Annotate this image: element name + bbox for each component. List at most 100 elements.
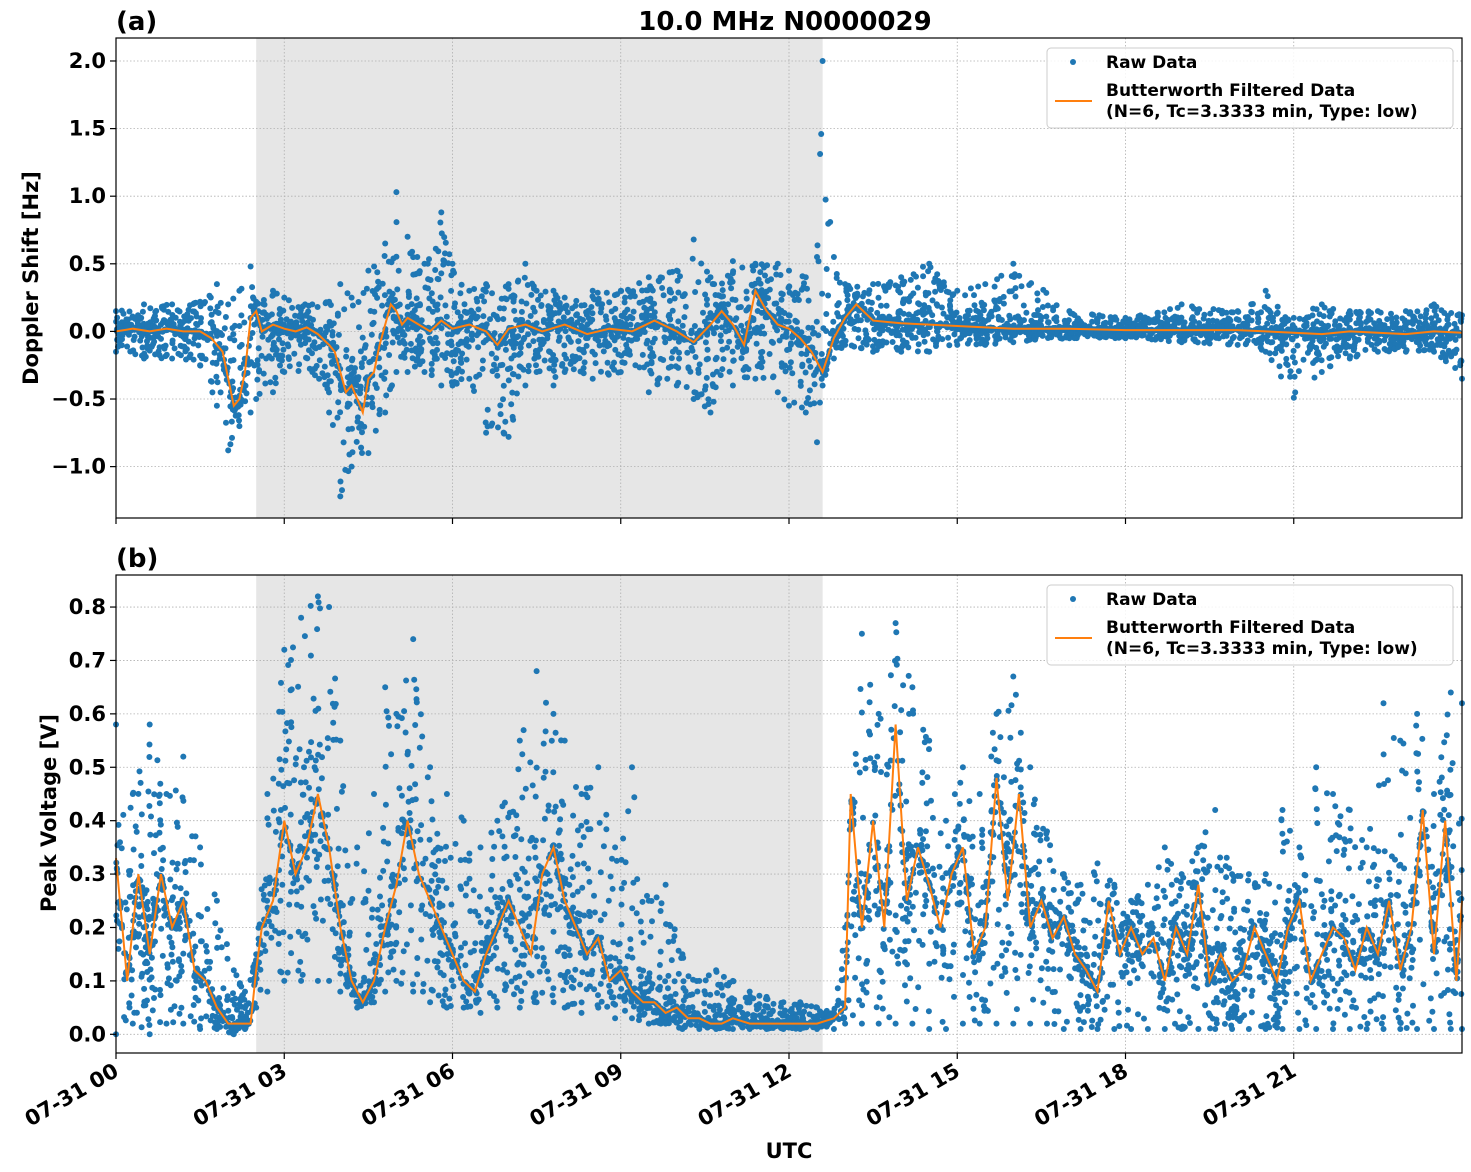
raw-point-a [345,400,351,407]
raw-point-a [726,338,733,345]
raw-point-a [250,294,256,301]
raw-point-a [605,371,612,378]
raw-peak-a [707,274,714,281]
raw-point-a [1388,310,1394,317]
raw-point-a [1276,343,1283,350]
raw-point-a [324,326,331,333]
raw-point-a [358,360,365,367]
raw-point-a [163,351,170,358]
raw-point-a [487,316,493,323]
raw-point-a [654,381,661,388]
raw-point-a [741,374,748,381]
y-tick-label-a-1: 1.5 [69,117,106,141]
raw-point-a [885,284,892,290]
raw-point-a [1210,306,1217,313]
raw-point-a [715,292,722,299]
raw-point-a [297,341,304,348]
raw-point-a [758,287,765,294]
raw-point-a [1273,310,1280,317]
raw-point-b [657,948,664,955]
raw-point-b [714,990,721,996]
raw-point-a [951,312,958,319]
raw-point-a [544,335,551,342]
raw-point-a [787,341,794,348]
raw-point-a [394,286,401,293]
raw-point-a [992,340,999,347]
raw-point-a [996,335,1003,342]
raw-point-a [704,346,711,353]
y-tick-label-a-6: −1.0 [51,455,106,479]
raw-point-a [677,273,683,280]
raw-trough-a [550,382,557,389]
raw-point-a [562,328,569,335]
raw-peak-a [1346,308,1353,315]
raw-point-a [510,416,517,423]
raw-point-a [1341,317,1348,324]
raw-trough-a [830,355,837,362]
raw-point-a [511,307,518,314]
raw-point-a [713,324,720,331]
raw-point-a [711,330,717,337]
raw-point-a [455,365,462,372]
raw-point-a [345,366,352,372]
raw-point-a [703,296,710,303]
raw-point-a [728,285,735,292]
raw-point-a [374,269,381,276]
raw-point-a [615,351,622,358]
raw-point-a [805,297,812,304]
raw-point-a [594,289,601,296]
raw-point-a [1242,314,1249,321]
raw-point-a [559,361,566,367]
raw-point-a [910,271,917,278]
raw-point-b [1341,846,1348,853]
raw-peak-a [1066,308,1073,315]
y-tick-label-a-5: −0.5 [51,387,106,411]
raw-point-a [1176,332,1183,339]
raw-peak-a [281,294,288,301]
raw-point-a [500,316,507,322]
raw-point-a [381,253,388,259]
raw-point-a [398,353,405,360]
raw-point-a [1264,320,1271,327]
raw-trough-a [505,433,512,440]
raw-point-a [230,295,237,302]
raw-point-a [493,355,500,362]
raw-point-a [712,356,719,363]
raw-point-a [339,487,345,494]
raw-point-a [905,326,912,333]
raw-point-a [704,301,710,308]
raw-point-a [844,297,851,304]
raw-point-a [1004,320,1010,327]
raw-point-b [1126,980,1133,987]
raw-point-a [373,286,380,292]
raw-point-a [836,279,843,286]
raw-point-a [353,438,360,445]
raw-point-a [725,301,732,308]
raw-point-a [729,296,736,303]
raw-point-a [936,285,943,292]
raw-point-a [1356,308,1363,315]
raw-point-a [683,384,690,390]
grid-a [115,38,1462,518]
raw-point-a [473,295,480,302]
raw-point-a [1395,344,1402,351]
raw-point-a [1044,302,1051,309]
raw-point-a [914,348,921,355]
raw-point-a [1264,306,1271,313]
raw-point-a [938,304,945,311]
raw-point-a [500,382,507,389]
y-ticks-a: 2.01.51.00.50.0−0.5−1.0 [51,49,116,479]
raw-point-b [966,994,973,1000]
raw-point-a [844,292,851,299]
raw-point-a [187,351,194,358]
raw-point-a [702,339,709,346]
raw-point-a [825,220,832,227]
raw-point-a [1300,356,1307,363]
raw-point-a [413,295,420,302]
raw-point-a [1289,354,1296,361]
raw-point-a [473,373,480,380]
raw-trough-a [348,463,355,470]
raw-peak-a [213,281,220,288]
raw-point-a [314,304,321,310]
raw-point-b [307,602,314,609]
